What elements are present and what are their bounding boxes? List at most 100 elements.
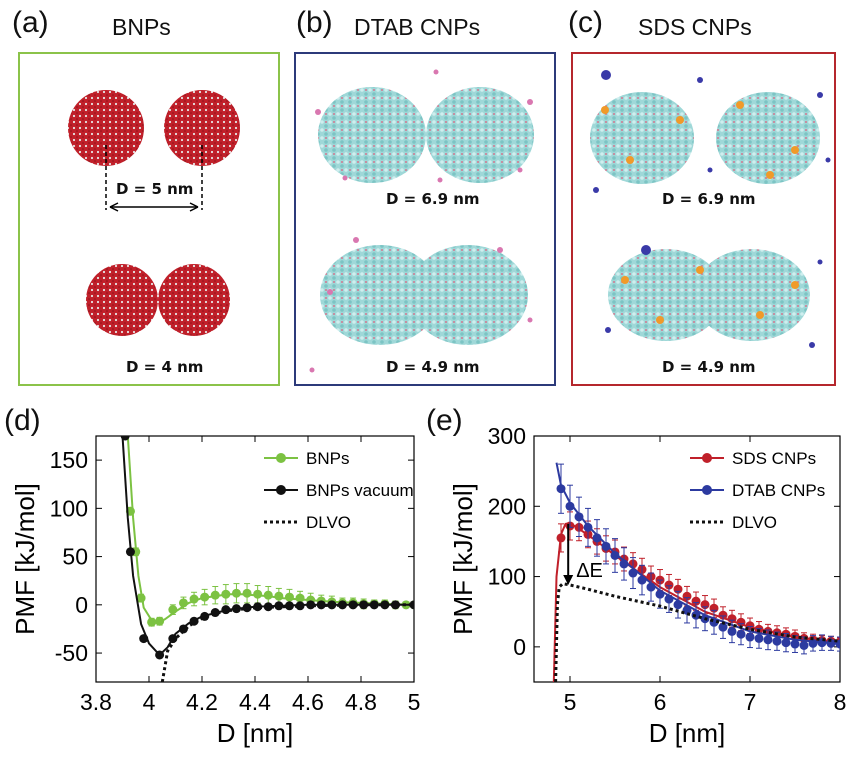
x-tick-label: 7 bbox=[744, 689, 757, 715]
data-point-dtab-cnps bbox=[682, 605, 692, 615]
distance-label-c-bottom: D = 4.9 nm bbox=[662, 358, 756, 376]
data-point-sds-cnps bbox=[682, 591, 692, 601]
distance-marker-5nm bbox=[105, 145, 203, 212]
distance-label-b-top: D = 6.9 nm bbox=[386, 190, 480, 208]
sds-pair-top bbox=[590, 70, 831, 193]
bnp-pair-bottom bbox=[86, 264, 230, 336]
delta-e-label: ΔE bbox=[576, 560, 603, 582]
sds-pair-bottom bbox=[605, 245, 823, 348]
data-point-dtab-cnps bbox=[556, 484, 566, 494]
series-line-dtab-cnps bbox=[555, 462, 840, 645]
data-point-bnps bbox=[147, 617, 157, 627]
data-point-bnps-vacuum bbox=[390, 600, 400, 610]
legend-marker bbox=[702, 453, 712, 463]
plot-frame bbox=[533, 435, 841, 683]
data-point-sds-cnps bbox=[556, 533, 566, 543]
data-point-bnps bbox=[263, 590, 273, 600]
legend-marker bbox=[702, 485, 712, 495]
data-point-bnps bbox=[284, 592, 294, 602]
data-point-dtab-cnps bbox=[673, 600, 683, 610]
data-point-sds-cnps bbox=[664, 580, 674, 590]
data-point-dtab-cnps bbox=[727, 626, 737, 636]
data-point-bnps bbox=[155, 616, 165, 626]
y-tick-label: 0 bbox=[513, 634, 526, 660]
legend-marker bbox=[276, 453, 286, 463]
frame-c bbox=[571, 52, 836, 386]
panel-label-c: (c) bbox=[568, 6, 603, 39]
data-point-dtab-cnps bbox=[664, 594, 674, 604]
frame-b bbox=[294, 52, 556, 386]
x-tick-label: 4 bbox=[143, 689, 156, 715]
x-tick-label: 4.6 bbox=[292, 689, 324, 715]
panel-label-b: (b) bbox=[296, 6, 333, 39]
data-point-dtab-cnps bbox=[610, 550, 620, 560]
legend-label: BNPs bbox=[306, 449, 349, 468]
data-point-bnps bbox=[221, 589, 231, 599]
legend-label: DTAB CNPs bbox=[732, 481, 825, 500]
data-point-dtab-cnps bbox=[754, 633, 764, 643]
data-point-dtab-cnps bbox=[799, 640, 809, 650]
x-axis-label: D [nm] bbox=[649, 718, 726, 748]
x-tick-label: 5 bbox=[408, 689, 421, 715]
bnp-pair-top bbox=[68, 90, 240, 166]
data-point-bnps-vacuum bbox=[125, 547, 135, 557]
x-tick-label: 4.8 bbox=[345, 689, 377, 715]
data-point-dtab-cnps bbox=[646, 582, 656, 592]
y-tick-label: 50 bbox=[62, 544, 88, 570]
series-line-bnps-vacuum bbox=[121, 436, 414, 657]
data-point-sds-cnps bbox=[691, 596, 701, 606]
data-point-bnps-vacuum bbox=[295, 601, 305, 611]
data-point-dtab-cnps bbox=[718, 622, 728, 632]
data-point-bnps-vacuum bbox=[380, 600, 390, 610]
data-point-bnps-vacuum bbox=[263, 602, 273, 612]
data-point-bnps-vacuum bbox=[155, 650, 165, 660]
x-tick-label: 4.2 bbox=[186, 689, 218, 715]
data-point-dtab-cnps bbox=[583, 522, 593, 532]
frame-a bbox=[18, 52, 280, 386]
y-tick-label: 300 bbox=[488, 423, 526, 449]
data-point-dtab-cnps bbox=[619, 559, 629, 569]
legend-label: DLVO bbox=[732, 513, 777, 532]
data-point-dtab-cnps bbox=[655, 589, 665, 599]
data-point-dtab-cnps bbox=[745, 632, 755, 642]
distance-label-a-bottom: D = 4 nm bbox=[126, 358, 204, 376]
plot-area bbox=[120, 436, 414, 682]
data-point-dtab-cnps bbox=[772, 636, 782, 646]
y-tick-label: 0 bbox=[75, 592, 88, 618]
data-point-dtab-cnps bbox=[592, 533, 602, 543]
panel-title-b: DTAB CNPs bbox=[354, 14, 481, 40]
x-tick-label: 4.4 bbox=[239, 689, 271, 715]
delta-e-arrowhead bbox=[563, 575, 574, 586]
y-tick-label: 100 bbox=[50, 495, 88, 521]
data-point-dtab-cnps bbox=[565, 501, 575, 511]
x-tick-label: 5 bbox=[564, 689, 577, 715]
panel-label-a: (a) bbox=[12, 6, 49, 39]
dtab-pair-top bbox=[315, 69, 534, 183]
data-point-dtab-cnps bbox=[781, 638, 791, 648]
dtab-pair-bottom bbox=[309, 237, 533, 373]
data-point-bnps bbox=[253, 589, 263, 599]
data-point-dtab-cnps bbox=[763, 635, 773, 645]
data-point-bnps bbox=[274, 591, 284, 601]
distance-label-c-top: D = 6.9 nm bbox=[662, 190, 756, 208]
distance-label-b-bottom: D = 4.9 nm bbox=[386, 358, 480, 376]
plot-frame bbox=[95, 435, 415, 683]
data-point-bnps-vacuum bbox=[139, 634, 149, 644]
data-point-bnps bbox=[295, 593, 305, 603]
x-tick-label: 3.8 bbox=[80, 689, 112, 715]
data-point-dtab-cnps bbox=[808, 638, 818, 648]
data-point-dtab-cnps bbox=[790, 639, 800, 649]
data-point-bnps bbox=[210, 590, 220, 600]
molecular-renderings bbox=[68, 69, 831, 373]
panel-title-a: BNPs bbox=[112, 14, 171, 40]
chart-d: 3.8 4 4.2 4.4 4.6 4.8 5 -50 0 50 100 150 D [nm] PMF [… bbox=[10, 435, 421, 748]
data-point-sds-cnps bbox=[727, 614, 737, 624]
data-point-bnps bbox=[136, 593, 146, 603]
panel-label-d: (d) bbox=[4, 404, 41, 437]
y-tick-label: 150 bbox=[50, 447, 88, 473]
x-tick-label: 6 bbox=[654, 689, 667, 715]
data-point-dtab-cnps bbox=[637, 575, 647, 585]
data-point-bnps-vacuum bbox=[348, 600, 358, 610]
chart-e: 5 6 7 8 0 100 200 300 D [nm] PMF [kJ/mol] ΔE SDS CN… bbox=[448, 423, 846, 748]
panel-label-e: (e) bbox=[426, 404, 463, 437]
